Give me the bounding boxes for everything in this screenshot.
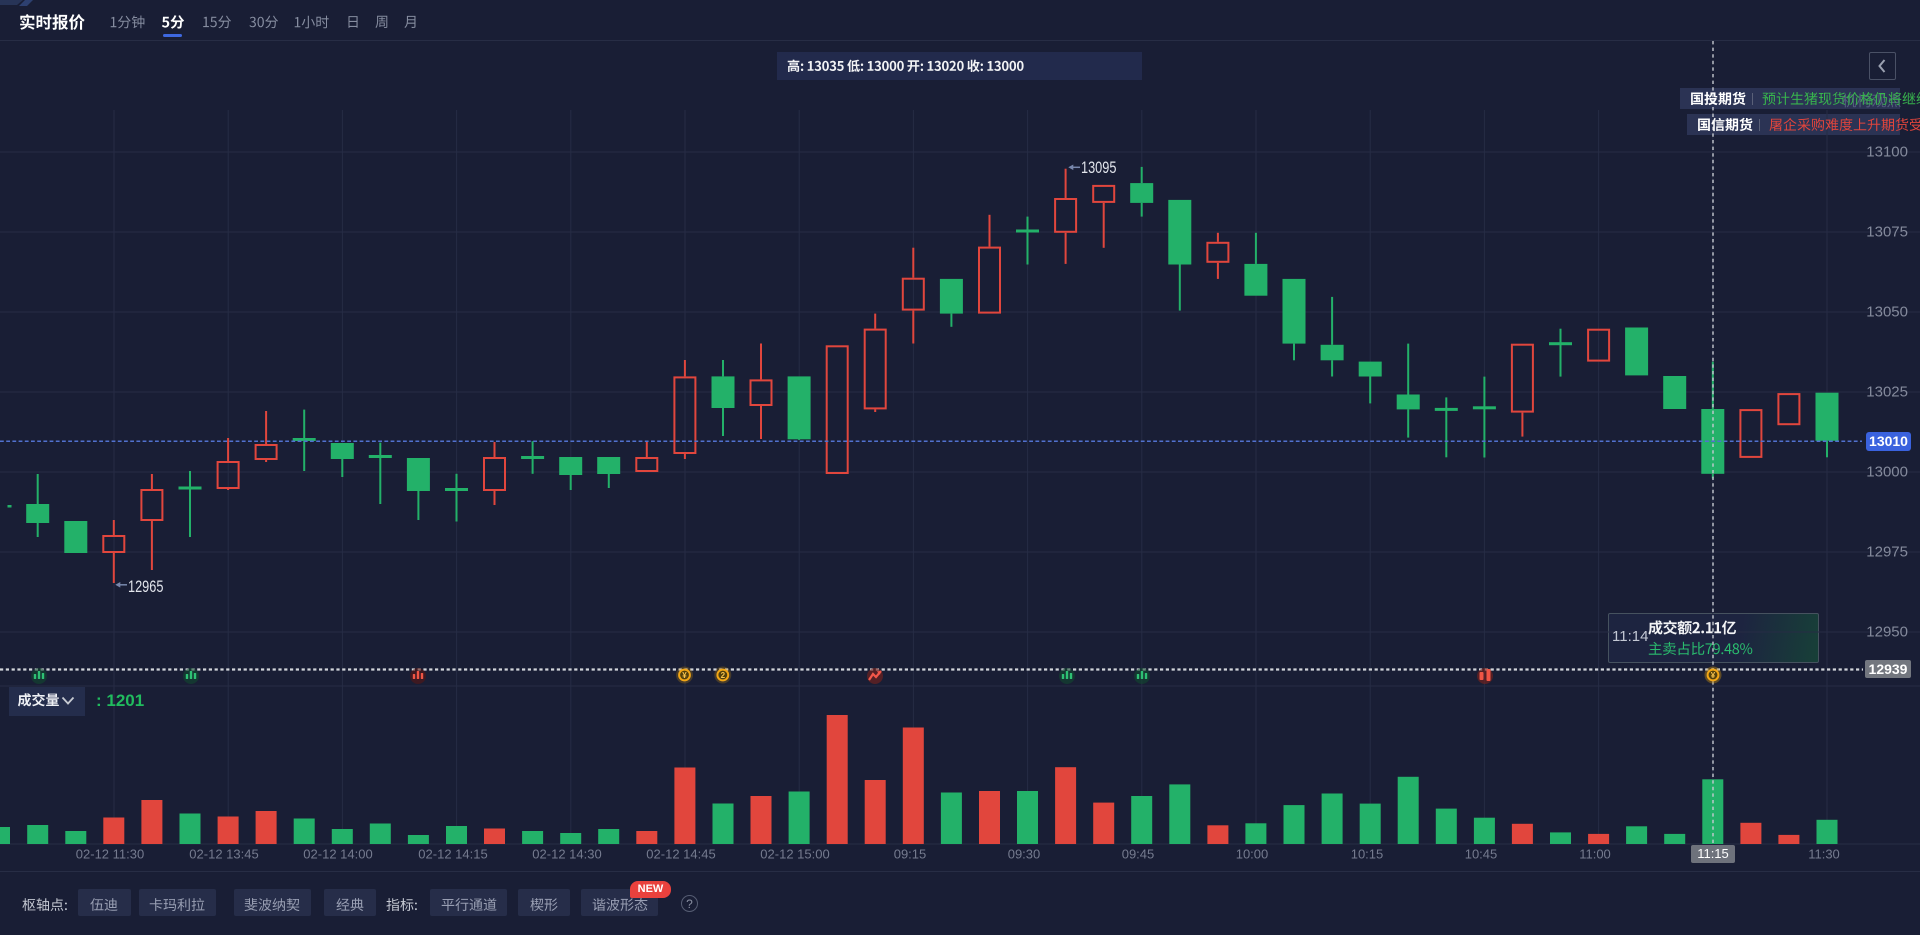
svg-text:¥: ¥: [1711, 671, 1716, 680]
svg-text:¥: ¥: [682, 671, 687, 680]
svg-text:2: 2: [721, 671, 726, 680]
